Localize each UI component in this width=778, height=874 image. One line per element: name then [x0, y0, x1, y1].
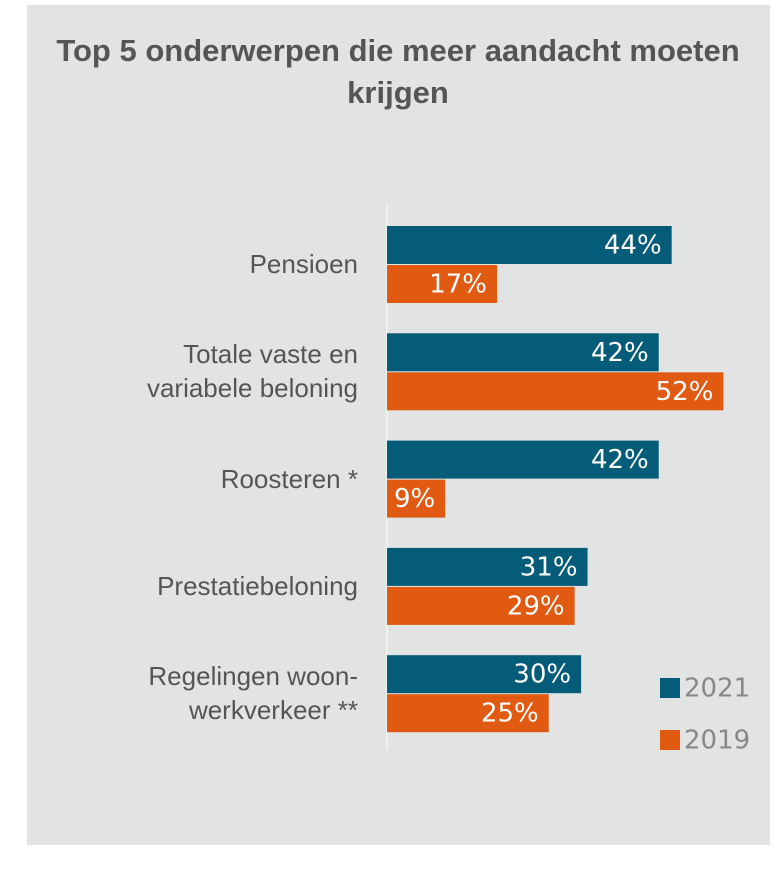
- value-label: 29%: [507, 591, 565, 621]
- chart-title: Top 5 onderwerpen die meer aandacht moet…: [56, 33, 740, 110]
- legend-swatch: [660, 678, 680, 698]
- value-label: 17%: [429, 270, 487, 300]
- category-label: Regelingen woon-werkverkeer **: [148, 661, 358, 726]
- bar: [387, 226, 672, 264]
- legend-label: 2021: [684, 674, 750, 704]
- bar: [387, 265, 497, 303]
- value-label: 44%: [604, 231, 662, 261]
- value-label: 25%: [481, 699, 539, 729]
- bar: [387, 440, 659, 479]
- category-label: Roosteren *: [220, 463, 358, 494]
- category-label: Totale vaste en variabele beloning: [146, 339, 358, 404]
- value-label: 42%: [591, 445, 649, 475]
- value-label: 30%: [513, 660, 571, 690]
- value-label: 42%: [591, 338, 649, 368]
- bar: [387, 333, 659, 372]
- legend-label: 2019: [684, 726, 750, 756]
- bar: [387, 479, 446, 518]
- value-label: 9%: [394, 484, 435, 514]
- value-label: 31%: [520, 552, 578, 582]
- bar: [387, 586, 575, 625]
- legend-swatch: [660, 730, 680, 750]
- category-label: Pensioen: [249, 249, 358, 279]
- bar: [387, 694, 549, 733]
- bar: [387, 372, 724, 411]
- category-label: Prestatiebeloning: [157, 570, 358, 601]
- bar: [387, 655, 582, 694]
- value-label: 52%: [656, 377, 714, 407]
- bar: [387, 547, 588, 586]
